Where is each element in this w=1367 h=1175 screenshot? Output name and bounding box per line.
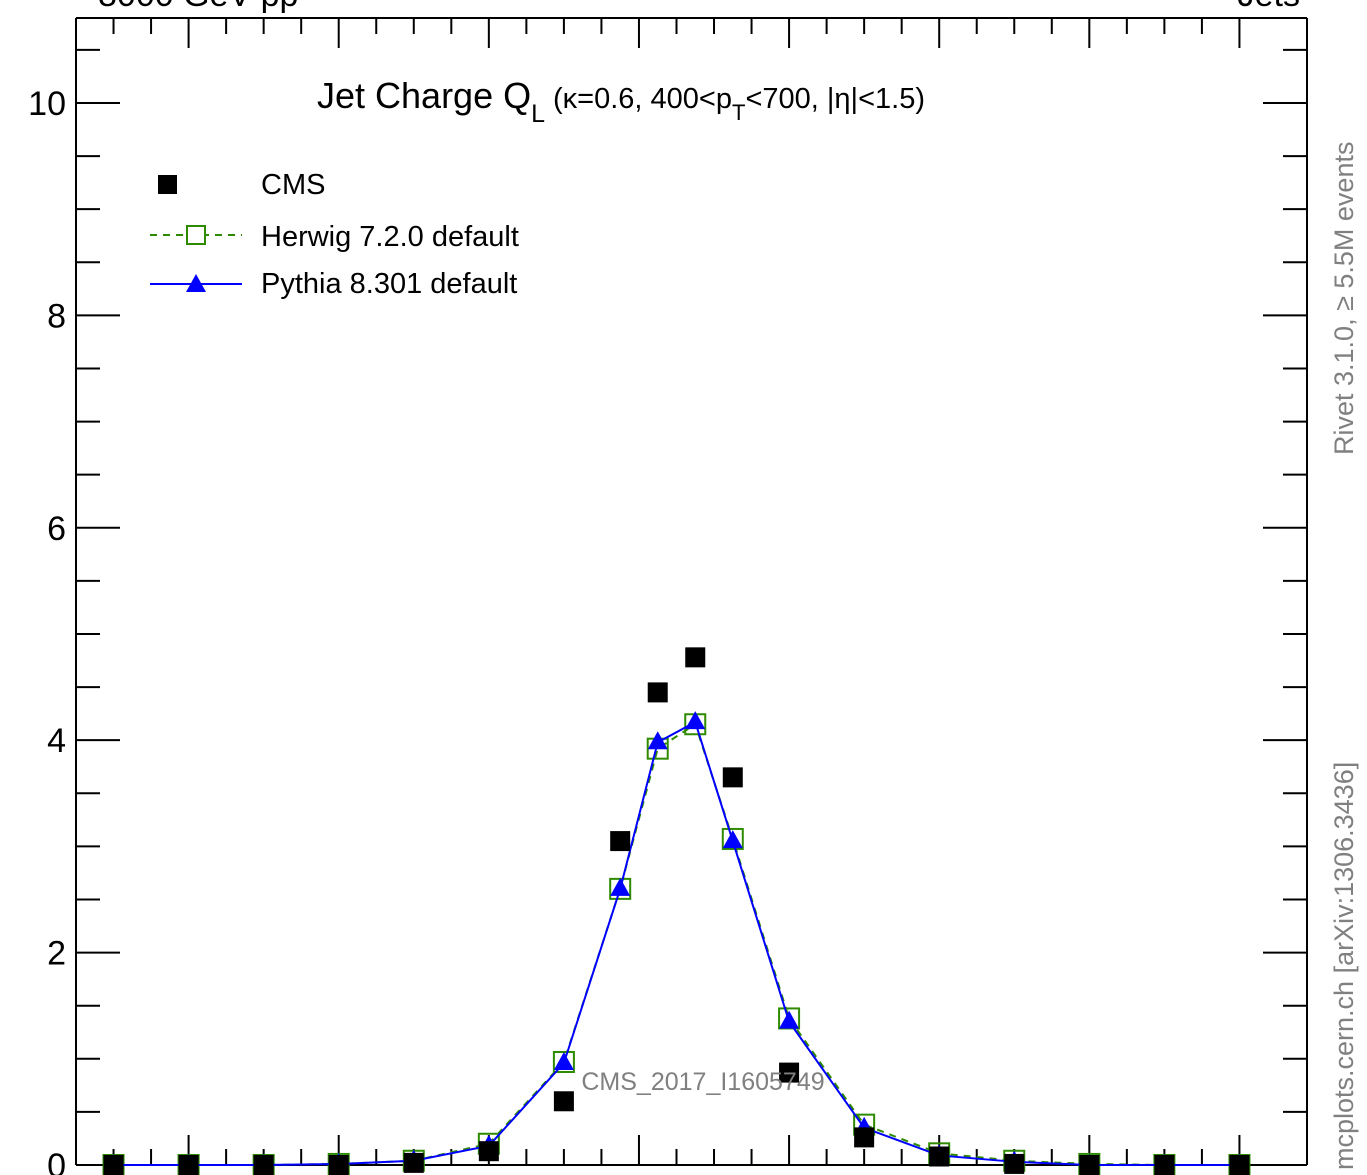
pythia-line: [113, 720, 1240, 1166]
cms-point: [1154, 1155, 1175, 1175]
pythia-point: [553, 1052, 574, 1071]
cms-point: [929, 1146, 950, 1167]
title-main-subscript: L: [531, 100, 545, 128]
cms-point: [1004, 1153, 1025, 1174]
cms-point: [779, 1062, 800, 1083]
cms-point: [253, 1155, 274, 1175]
y-axis-tick-labels: 0 2 4 6 8 10: [28, 85, 66, 1175]
header-left-label: 8000 GeV pp: [98, 0, 298, 14]
legend-label-pythia: Pythia 8.301 default: [261, 268, 517, 300]
cms-point: [722, 767, 743, 788]
cms-point: [1079, 1155, 1100, 1175]
herwig-point: [552, 1050, 575, 1073]
legend: CMS Herwig 7.2.0 default Pythia 8.301 de…: [150, 169, 519, 300]
cms-point: [178, 1155, 199, 1175]
cms-point: [854, 1127, 875, 1148]
series-cms: [103, 647, 1250, 1175]
cms-point: [553, 1091, 574, 1112]
series-pythia: [103, 711, 1250, 1172]
y-tick-label: 0: [47, 1147, 66, 1175]
legend-label-herwig: Herwig 7.2.0 default: [261, 221, 519, 253]
legend-label-cms: CMS: [261, 169, 325, 201]
herwig-point: [721, 827, 744, 850]
herwig-line: [113, 722, 1240, 1166]
legend-marker-cms: [158, 175, 177, 194]
mcplots-reference-label: mcplots.cern.ch [arXiv:1306.3436]: [1329, 762, 1359, 1170]
title-details-part2: <700, |η|<1.5): [745, 83, 925, 115]
legend-marker-pythia: [186, 274, 206, 292]
y-axis-ticks: [76, 48, 1307, 1166]
cms-point: [610, 831, 631, 852]
analysis-watermark: CMS_2017_I1605749: [581, 1068, 824, 1096]
cms-point: [647, 682, 668, 703]
y-tick-label: 2: [47, 935, 66, 973]
legend-marker-herwig: [186, 225, 206, 245]
pythia-point: [722, 830, 743, 849]
pythia-point: [610, 877, 631, 896]
y-tick-label: 6: [47, 510, 66, 548]
cms-point: [403, 1152, 424, 1173]
chart-title: Jet Charge QL (κ=0.6, 400<pT<700, |η|<1.5…: [317, 75, 925, 128]
cms-point: [685, 647, 706, 668]
y-tick-label: 8: [47, 297, 66, 335]
y-tick-label: 4: [47, 722, 66, 760]
title-details-part1: (κ=0.6, 400<p: [553, 83, 732, 115]
rivet-version-label: Rivet 3.1.0, ≥ 5.5M events: [1329, 142, 1359, 455]
cms-point: [478, 1141, 499, 1162]
pythia-point: [779, 1010, 800, 1029]
cms-point: [103, 1155, 124, 1175]
series-herwig: [102, 713, 1251, 1175]
title-main: Jet Charge Q: [317, 75, 531, 116]
pythia-point: [647, 731, 668, 750]
title-details-subscript: T: [732, 100, 745, 125]
pythia-point: [685, 711, 706, 730]
header-right-label: Jets: [1238, 0, 1300, 14]
cms-point: [328, 1155, 349, 1175]
cms-point: [1229, 1155, 1250, 1175]
y-tick-label: 10: [28, 85, 66, 123]
